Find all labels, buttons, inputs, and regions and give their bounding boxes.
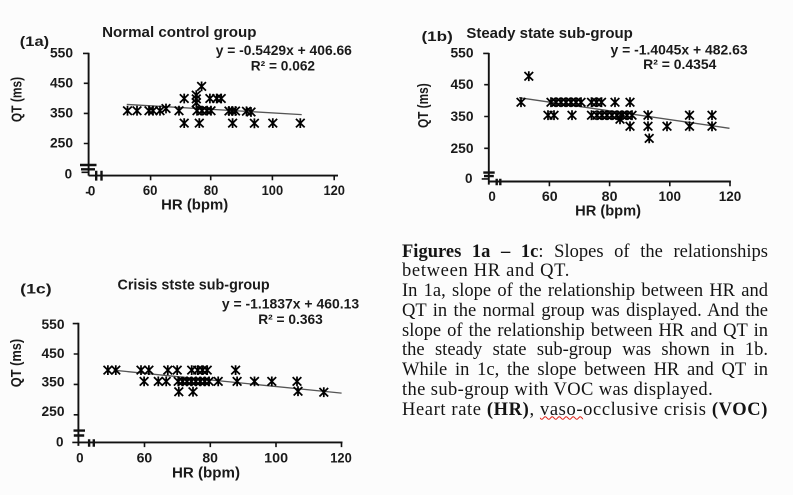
svg-text:-: -	[85, 184, 89, 199]
svg-text:0: 0	[56, 434, 64, 449]
svg-text:60: 60	[143, 183, 158, 198]
svg-text:Normal control group: Normal control group	[102, 24, 256, 41]
svg-text:100: 100	[264, 451, 288, 466]
svg-text:HR (bpm): HR (bpm)	[161, 197, 228, 214]
svg-text:100: 100	[659, 189, 682, 204]
svg-text:0: 0	[465, 171, 473, 186]
svg-text:QT (ms): QT (ms)	[415, 83, 432, 128]
svg-text:0: 0	[76, 451, 83, 466]
svg-text:120: 120	[330, 451, 352, 466]
svg-text:250: 250	[50, 136, 73, 151]
svg-text:(1b): (1b)	[422, 28, 453, 44]
svg-text:350: 350	[451, 109, 474, 124]
svg-text:(1c): (1c)	[20, 280, 51, 296]
svg-text:0: 0	[65, 166, 73, 181]
svg-text:550: 550	[451, 45, 474, 60]
svg-text:HR (bpm): HR (bpm)	[172, 465, 240, 482]
svg-text:R² = 0.4354: R² = 0.4354	[643, 56, 716, 72]
svg-text:y = -1.1837x + 460.13: y = -1.1837x + 460.13	[222, 295, 359, 311]
svg-text:60: 60	[137, 451, 153, 466]
svg-text:550: 550	[42, 317, 65, 332]
svg-text:120: 120	[323, 183, 345, 198]
svg-text:R² = 0.062: R² = 0.062	[251, 57, 316, 73]
svg-text:(1a): (1a)	[20, 33, 49, 49]
svg-text:y = -0.5429x + 406.66: y = -0.5429x + 406.66	[216, 42, 352, 58]
svg-text:450: 450	[50, 76, 73, 91]
svg-text:0: 0	[88, 184, 95, 199]
svg-text:350: 350	[50, 105, 73, 120]
svg-text:550: 550	[50, 46, 73, 61]
svg-text:QT (ms): QT (ms)	[9, 77, 26, 122]
svg-text:60: 60	[542, 189, 558, 204]
svg-text:450: 450	[42, 346, 65, 361]
svg-text:80: 80	[602, 189, 618, 204]
svg-text:350: 350	[42, 375, 65, 390]
svg-text:R² = 0.363: R² = 0.363	[258, 311, 323, 327]
svg-text:Steady state sub-group: Steady state sub-group	[466, 25, 633, 42]
svg-text:80: 80	[202, 451, 218, 466]
svg-text:250: 250	[451, 141, 474, 156]
svg-text:80: 80	[204, 183, 219, 198]
svg-text:QT (ms): QT (ms)	[8, 339, 25, 387]
svg-text:HR (bpm): HR (bpm)	[575, 203, 641, 220]
svg-text:0: 0	[488, 189, 495, 204]
svg-text:Crisis stste sub-group: Crisis stste sub-group	[118, 277, 270, 294]
svg-text:450: 450	[451, 77, 474, 92]
svg-text:250: 250	[42, 404, 65, 419]
svg-text:100: 100	[262, 183, 284, 198]
svg-text:y = -1.4045x + 482.63: y = -1.4045x + 482.63	[611, 41, 748, 57]
svg-text:120: 120	[719, 189, 742, 204]
